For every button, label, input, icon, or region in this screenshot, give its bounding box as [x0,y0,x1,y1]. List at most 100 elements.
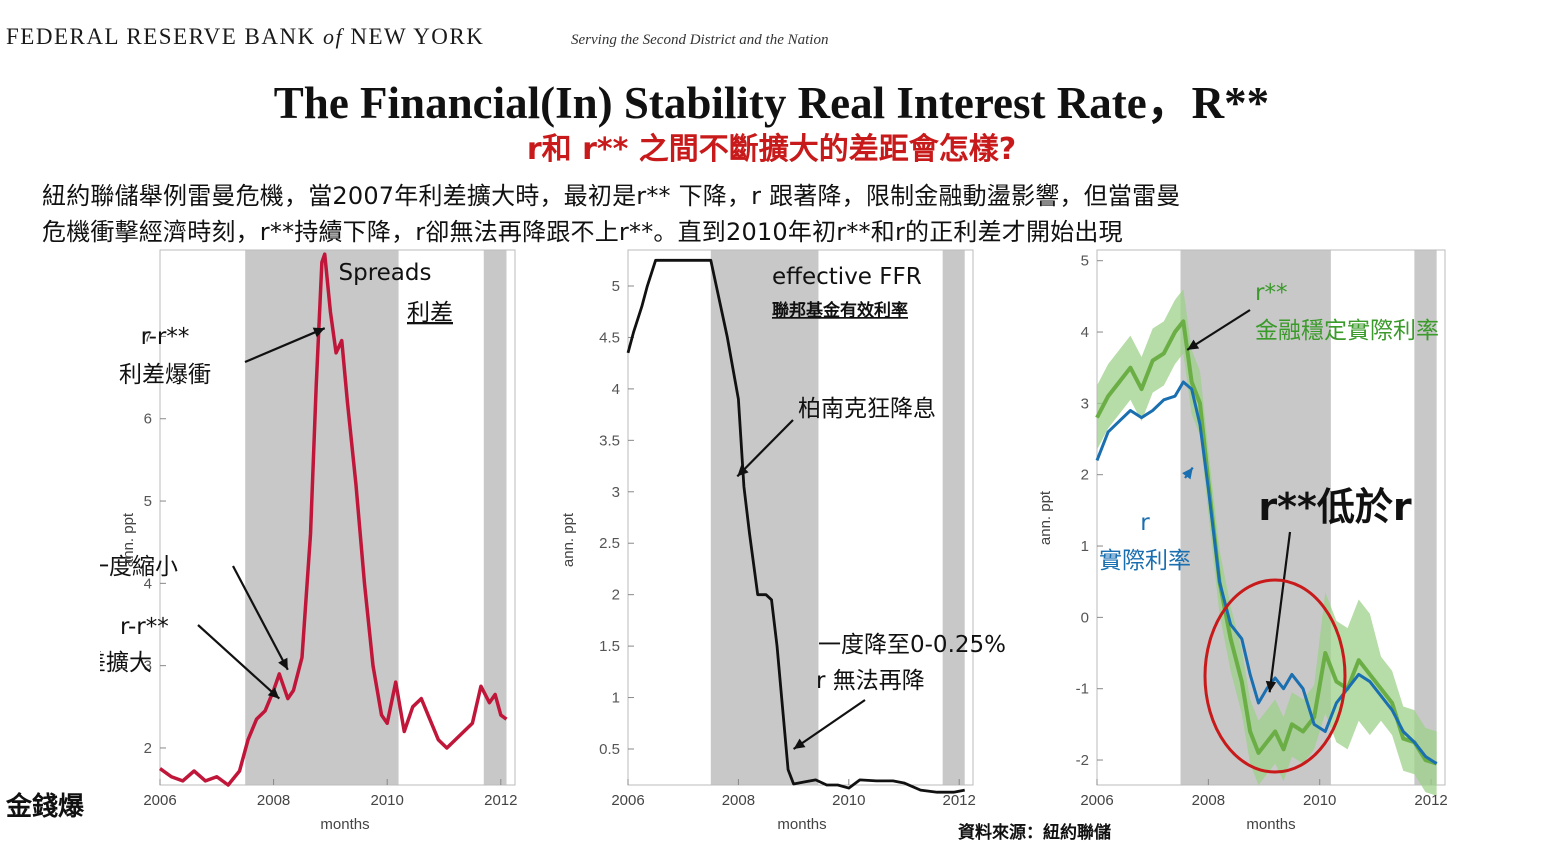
ffr-ytick-label-2: 1.5 [599,638,620,655]
ffr-anno1-line1: 柏南克狂降息 [798,396,936,422]
spreads-title-zh: 利差 [407,300,453,326]
rstar-xtick-label-1: 2008 [1192,792,1225,809]
ffr-title-zh: 聯邦基金有效利率 [772,300,908,321]
spreads-ytick-label-2: 4 [144,575,152,592]
ffr-chart: 2012 2010 2008 2006 5 4.5 4 3.5 3 2.5 2 1.5 1 0.5 effe… [560,249,1006,833]
spreads-anno1-line2: 利差爆衝 [119,362,211,388]
spreads-arrow-1-shaft [244,327,326,364]
bank-name-of: of [322,24,344,49]
ffr-ytick-label-0: 0.5 [599,741,620,758]
description-line-2: 危機衝擊經濟時刻，r**持續下降，r卻無法再降跟不上r**。直到2010年初r*… [42,218,1123,246]
rstar-anno2-line2: 實際利率 [1099,548,1191,574]
spreads-anno2-line1: 利差一度縮小 [100,554,178,580]
ffr-chart-panel: 2012 2010 2008 2006 5 4.5 4 3.5 3 2.5 2 1.5 1 0.5 effe… [555,240,1015,839]
rstar-anno2-line1: r [1140,510,1150,536]
spreads-ytick-label-1: 3 [144,658,152,675]
rstar-series-line [1095,319,1438,766]
rstar-ytick-label-0: -2 [1076,752,1089,769]
ffr-ytick-label-5: 3 [612,484,620,501]
ffr-xtick-label-0: 2006 [611,792,644,809]
ffr-series-line [626,258,965,794]
spreads-xlabel: months [320,816,369,833]
ffr-arrow-1-head [737,464,749,477]
ffr-arrow-2-head [793,738,806,749]
rstar-xtick-label-0: 2006 [1080,792,1113,809]
ffr-ytick-label-6: 3.5 [599,432,620,449]
source-note: 資料來源：紐約聯儲 [958,823,1111,843]
spreads-arrow-1-head [312,327,325,338]
rstar-ytick-label-5: 3 [1081,395,1089,412]
spreads-xtick-label-2: 2010 [371,792,404,809]
bank-name-right: NEW YORK [350,24,485,49]
spreads-ylabel: ann. ppt [120,512,137,567]
rstar-ytick-label-1: -1 [1076,681,1089,698]
spreads-plot-frame [159,249,516,786]
spreads-arrow-2-shaft [232,565,289,671]
rstar-ytick-label-4: 2 [1081,467,1089,484]
rstar-anno3: r**低於r [1258,485,1411,529]
ffr-anno2-line2: r 無法再降 [816,668,925,694]
spreads-ytick-label-3: 5 [144,493,152,510]
rstar-anno1-line1: r** [1255,280,1287,306]
spreads-anno3-line2: 利差擴大 [100,650,152,676]
rstar-arrow-3-shaft [1268,531,1292,693]
page-title: The Financial(In) Stability Real Interes… [273,78,1270,128]
rstar-xlabel: months [1246,816,1295,833]
spreads-recession-1 [483,250,507,785]
rstar-ytick-label-3: 1 [1081,538,1089,555]
ffr-ylabel: ann. ppt [560,512,577,567]
bank-name: FEDERAL RESERVE BANK of NEW YORK [6,24,484,50]
ffr-ytick-label-3: 2 [612,587,620,604]
ffr-ytick-label-1: 1 [612,690,620,707]
rstar-plot-frame [1096,249,1446,786]
ffr-xtick-label-2: 2010 [832,792,865,809]
ffr-ytick-label-8: 4.5 [599,329,620,346]
spreads-title: Spreads [339,260,432,286]
logo: 金錢爆 [6,792,85,822]
ffr-ytick-label-4: 2.5 [599,535,620,552]
rstar-xtick-label-3: 2012 [1414,792,1447,809]
bank-name-left: FEDERAL RESERVE BANK [6,24,316,49]
spreads-anno1-line1: r-r** [141,324,190,350]
spreads-ytick-label-0: 2 [144,740,152,757]
ffr-xtick-label-3: 2012 [943,792,976,809]
rstar-highlight-circle [1203,578,1347,774]
rstar-chart: 2012 2010 2008 2006 5 4 3 2 1 0 -1 -2 r** 金融穩定實際利率 r… [1037,249,1448,833]
bank-tagline: Serving the Second District and the Nati… [571,32,829,48]
ffr-recession-1 [942,250,965,785]
rstar-arrow-1-shaft [1186,309,1251,351]
rstar-arrow-1-head [1187,339,1200,350]
rstar-chart-panel: 2012 2010 2008 2006 5 4 3 2 1 0 -1 -2 r** 金融穩定實際利率 r… [1035,240,1540,839]
ffr-arrow-1-shaft [736,419,794,478]
spreads-arrow-3-shaft [197,624,281,700]
spreads-arrow-3-head [267,687,280,699]
spreads-ytick-label-5: 7 [144,328,152,345]
rstar-ylabel: ann. ppt [1037,490,1054,545]
ffr-anno2-line1: 一度降至0-0.25% [818,632,1006,658]
ffr-xtick-label-1: 2008 [722,792,755,809]
r-series-line [1095,380,1438,765]
rstar-xtick-label-2: 2010 [1303,792,1336,809]
ffr-xlabel: months [777,816,826,833]
ffr-ytick-label-7: 4 [612,381,620,398]
rstar-arrow-2-head [1182,467,1193,480]
rstar-anno1-line2: 金融穩定實際利率 [1255,318,1439,344]
rstar-recession-1 [1414,250,1437,785]
spreads-anno3-line1: r-r** [120,614,169,640]
spreads-chart-panel: 2012 2010 2008 2006 7 6 5 4 3 2 Spreads 利差 r-r** 利… [100,240,540,839]
spreads-series-line [158,252,508,787]
rstar-arrow-3-head [1265,680,1277,693]
ffr-plot-frame [627,249,974,786]
rstar-ytick-label-7: 5 [1081,253,1089,270]
spreads-xtick-label-3: 2012 [484,792,517,809]
spreads-xtick-label-1: 2008 [257,792,290,809]
spreads-arrow-2-head [278,657,288,670]
page-subtitle: r和 r** 之間不斷擴大的差距會怎樣? [526,132,1017,167]
spreads-ytick-label-4: 6 [144,411,152,428]
ffr-title: effective FFR [772,264,922,290]
rstar-confidence-band [1097,289,1437,796]
ffr-ytick-label-9: 5 [612,278,620,295]
rstar-ytick-label-2: 0 [1081,609,1089,626]
description-line-1: 紐約聯儲舉例雷曼危機，當2007年利差擴大時，最初是r** 下降，r 跟著降，限… [42,182,1181,210]
ffr-arrow-2-shaft [792,699,866,750]
